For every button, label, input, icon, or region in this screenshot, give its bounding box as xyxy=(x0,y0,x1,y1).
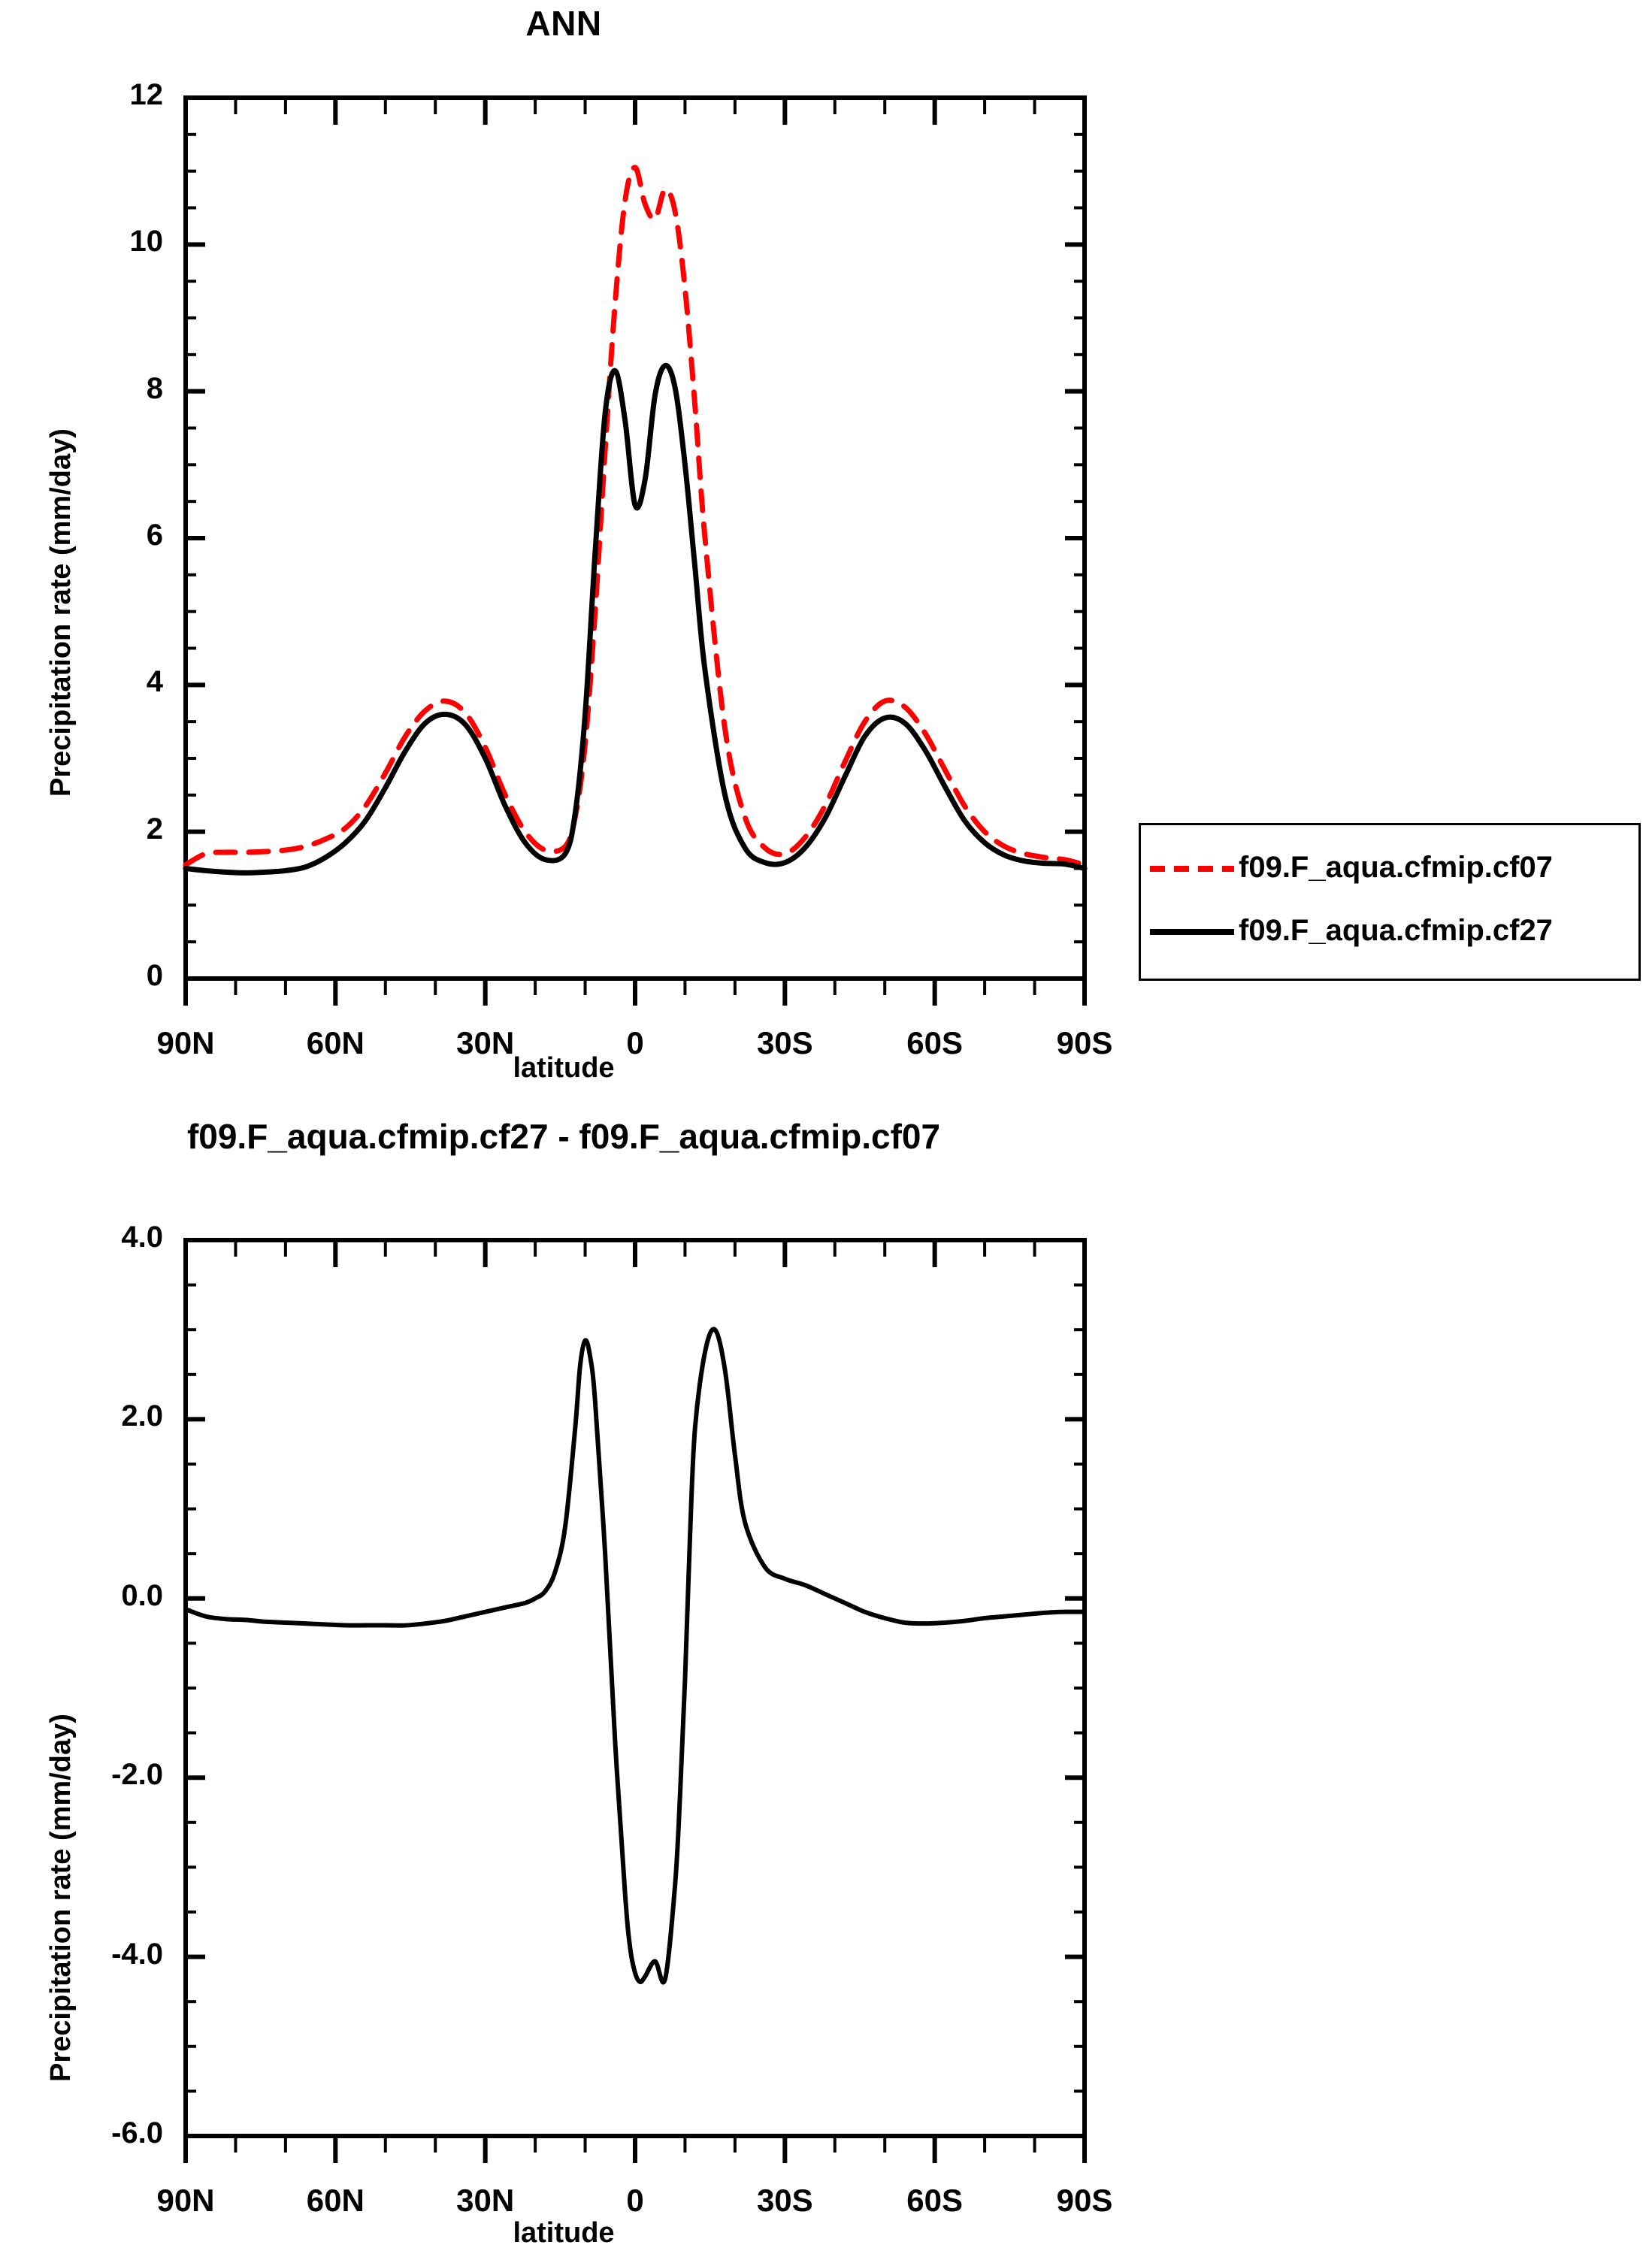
y-tick-label: 0 xyxy=(146,959,163,992)
y-tick-label: 2 xyxy=(146,812,163,846)
y-tick-label: -4.0 xyxy=(111,1937,163,1971)
x-tick-label: 90S xyxy=(1056,2183,1113,2218)
x-tick-label: 90N xyxy=(156,1025,215,1060)
x-tick-label: 30N xyxy=(456,1025,515,1060)
x-tick-label: 90N xyxy=(156,2183,215,2218)
page-title: ANN xyxy=(525,4,602,43)
x-tick-label: 0 xyxy=(626,1025,644,1060)
plot-area-bottom xyxy=(183,1238,1087,2163)
legend-swatch-cf07 xyxy=(1150,864,1234,872)
x-tick-label: 30S xyxy=(756,1025,813,1060)
chart-panel-ann: ANN Precipitation rate (mm/day) latitude… xyxy=(45,4,1641,1084)
x-axis-title-top: latitude xyxy=(513,1052,615,1084)
y-tick-label: -6.0 xyxy=(111,2116,163,2150)
series-line-0 xyxy=(183,165,1088,868)
legend: f09.F_aqua.cfmip.cf07 f09.F_aqua.cfmip.c… xyxy=(1139,823,1641,981)
y-tick-label: 8 xyxy=(146,371,163,405)
x-tick-label: 0 xyxy=(626,2183,644,2218)
legend-label-cf27: f09.F_aqua.cfmip.cf27 xyxy=(1239,914,1553,947)
x-axis-title-bottom: latitude xyxy=(513,2217,615,2249)
series-line-1 xyxy=(183,362,1088,876)
x-tick-label: 90S xyxy=(1056,1025,1113,1060)
y-tick-label: 10 xyxy=(129,225,164,259)
legend-item-cf27[interactable]: f09.F_aqua.cfmip.cf27 xyxy=(1150,914,1553,948)
y-tick-label: 4.0 xyxy=(121,1221,163,1254)
series-line-0 xyxy=(183,1327,1087,1985)
x-tick-label: 60N xyxy=(306,1025,365,1060)
y-tick-label: 6 xyxy=(146,519,163,552)
x-tick-label: 30S xyxy=(756,2183,813,2218)
y-tick-label: 12 xyxy=(129,78,164,111)
x-tick-label: 30N xyxy=(456,2183,515,2218)
legend-label-cf07: f09.F_aqua.cfmip.cf07 xyxy=(1239,851,1553,884)
plot-area-top xyxy=(183,95,1088,1006)
y-tick-label: -2.0 xyxy=(111,1758,163,1792)
legend-item-cf07[interactable]: f09.F_aqua.cfmip.cf07 xyxy=(1150,851,1553,885)
y-tick-label: 4 xyxy=(146,665,163,699)
x-tick-label: 60S xyxy=(906,2183,964,2218)
difference-chart-title: f09.F_aqua.cfmip.cf27 - f09.F_aqua.cfmip… xyxy=(186,1117,941,1156)
y-tick-label: 2.0 xyxy=(121,1399,163,1433)
legend-swatch-cf27 xyxy=(1150,927,1234,935)
y-tick-label: 0.0 xyxy=(121,1578,163,1612)
x-tick-label: 60N xyxy=(306,2183,365,2218)
x-tick-label: 60S xyxy=(906,1025,964,1060)
chart-panel-difference: f09.F_aqua.cfmip.cf27 - f09.F_aqua.cfmip… xyxy=(0,1117,1652,2263)
